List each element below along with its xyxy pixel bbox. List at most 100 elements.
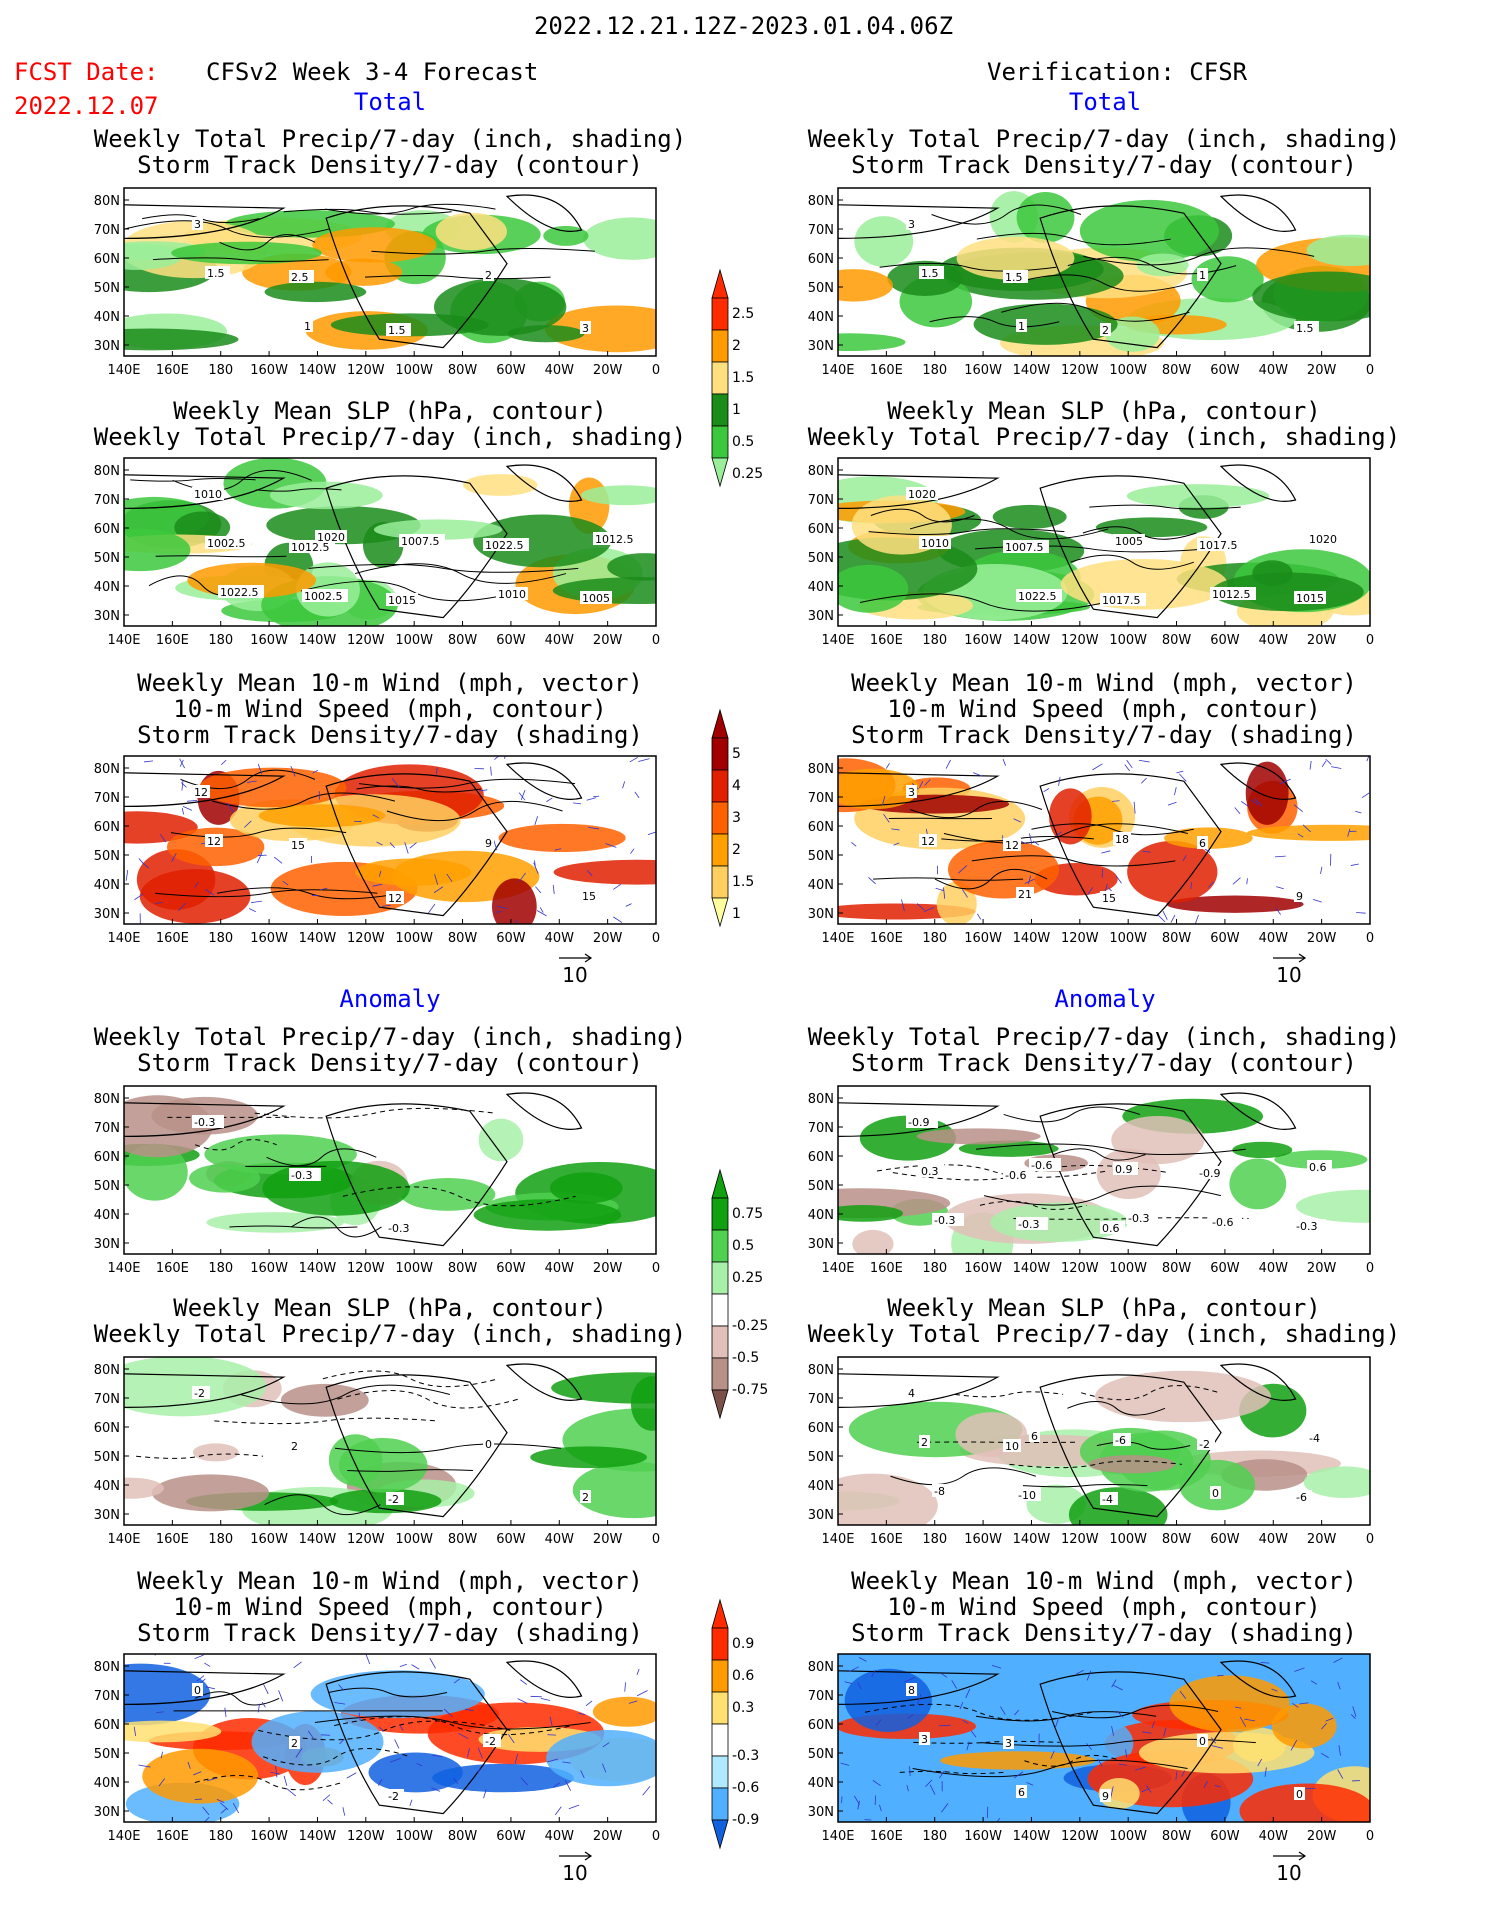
lon-tick-label: 100W <box>395 1532 433 1547</box>
colorbars: 2.5 2 1.5 1 0.5 0.25 5 4 3 2 1.5 1 0.75 0.5 0.25 -0.25 -… <box>711 268 768 1850</box>
lon-tick-label: 0 <box>1366 1532 1374 1547</box>
lat-tick-label: 40N <box>808 1208 834 1223</box>
shading-region <box>338 1438 428 1493</box>
colorbar-segment <box>711 865 729 899</box>
contour-label-bg <box>1294 321 1319 334</box>
contour-label-bg <box>919 536 951 549</box>
contour-label: 3 <box>908 786 915 799</box>
wind-vector <box>346 1772 357 1779</box>
wind-vector <box>1032 840 1040 846</box>
panel-title-line: Weekly Mean 10-m Wind (mph, vector) <box>851 1567 1357 1595</box>
contour-line <box>1051 1704 1219 1719</box>
wind-vector <box>588 826 600 830</box>
contour-label: 0.9 <box>1115 1163 1133 1176</box>
wind-vector <box>1140 777 1147 784</box>
wind-vector <box>945 759 951 769</box>
contour-line <box>264 1494 381 1516</box>
lon-tick-label: 120W <box>347 1532 385 1547</box>
lon-tick-label: 180 <box>922 1829 947 1844</box>
contour-line <box>254 1107 496 1119</box>
lon-tick-label: 160W <box>250 363 288 378</box>
panel-title-line: Weekly Mean 10-m Wind (mph, vector) <box>137 1567 643 1595</box>
contour-label: -0.3 <box>1296 1220 1317 1233</box>
colorbar-segment <box>711 1755 729 1789</box>
shading-region <box>310 1670 485 1719</box>
contour-label-bg <box>386 1789 404 1802</box>
wind-vector <box>977 913 982 920</box>
wind-vector <box>1310 1680 1318 1685</box>
wind-vector <box>181 807 184 815</box>
lon-tick-label: 40W <box>1259 1261 1289 1276</box>
lat-tick-label: 80N <box>808 194 834 209</box>
lon-tick-label: 20W <box>593 931 623 946</box>
lon-tick-label: 40W <box>545 931 575 946</box>
contour-line <box>240 1384 450 1405</box>
lat-tick-label: 80N <box>808 762 834 777</box>
contour-label: -10 <box>1018 1489 1036 1502</box>
lon-tick-label: 140E <box>821 1532 854 1547</box>
lat-tick-label: 70N <box>94 1689 120 1704</box>
wind-vector <box>404 842 409 854</box>
colorbar-label: 1 <box>732 906 741 922</box>
lon-tick-label: 40W <box>1259 1829 1289 1844</box>
contour-line <box>1082 526 1197 540</box>
map-frame <box>837 1085 1371 1255</box>
contour-label: 0 <box>485 1438 492 1451</box>
contour-label-bg <box>386 1492 404 1505</box>
contour-label: 1015 <box>388 594 416 607</box>
wind-vector <box>257 763 263 775</box>
contour-label: 1020 <box>908 488 936 501</box>
lon-tick-label: 140E <box>821 931 854 946</box>
wind-vector <box>1162 910 1168 920</box>
contour-label: -2 <box>388 1790 399 1803</box>
wind-vector <box>605 843 617 848</box>
lon-tick-label: 180 <box>208 1829 233 1844</box>
wind-vector <box>1257 1758 1262 1767</box>
vector-reference: 10 <box>559 1851 593 1885</box>
contour-label: 1002.5 <box>304 590 343 603</box>
lat-tick-label: 60N <box>808 1150 834 1165</box>
contour-line <box>291 1216 382 1238</box>
panel-title-line: Weekly Mean 10-m Wind (mph, vector) <box>851 669 1357 697</box>
contour-label: 2 <box>921 1436 928 1449</box>
colorbar-label: 0.5 <box>732 434 754 450</box>
lon-tick-label: 140E <box>107 931 140 946</box>
lon-tick-label: 0 <box>652 633 660 648</box>
lon-tick-label: 180 <box>208 931 233 946</box>
map-frame <box>123 457 657 627</box>
wind-vector <box>181 782 187 788</box>
map-frame <box>123 1356 657 1526</box>
wind-vector <box>389 842 396 849</box>
coastline <box>838 194 1297 349</box>
wind-vector <box>872 1780 881 1787</box>
contour-line <box>314 1715 591 1730</box>
colorbar-label: 2.5 <box>732 306 754 322</box>
wind-vector <box>378 1726 385 1732</box>
lon-tick-label: 40W <box>1259 1532 1289 1547</box>
contour-label-bg <box>1003 540 1049 553</box>
contour-label-bg <box>483 1437 494 1450</box>
lon-tick-label: 80W <box>1162 1829 1192 1844</box>
contour-label: 12 <box>1005 839 1019 852</box>
wind-vector <box>1167 801 1177 806</box>
contour-line <box>354 563 567 584</box>
wind-vector <box>290 765 296 777</box>
colorbar-segment <box>711 1325 729 1359</box>
contour-label: 12 <box>921 835 935 848</box>
contour-label-bg <box>1100 891 1118 904</box>
wind-vector <box>206 1777 218 1782</box>
wind-vector <box>504 756 506 759</box>
contour-label: 9 <box>485 837 492 850</box>
shading-region <box>1179 1459 1256 1511</box>
wind-vector <box>938 1770 945 1779</box>
map-frame <box>123 1653 657 1823</box>
contour-label: -0.3 <box>291 1169 312 1182</box>
shading-region <box>553 859 656 885</box>
contour-label: 1022.5 <box>1018 590 1057 603</box>
lon-tick-label: 160E <box>870 931 903 946</box>
contour-label: -0.6 <box>1212 1216 1233 1229</box>
wind-vector <box>187 800 197 802</box>
wind-vector <box>133 1726 137 1737</box>
lon-tick-label: 80W <box>448 363 478 378</box>
lon-tick-label: 0 <box>1366 1829 1374 1844</box>
